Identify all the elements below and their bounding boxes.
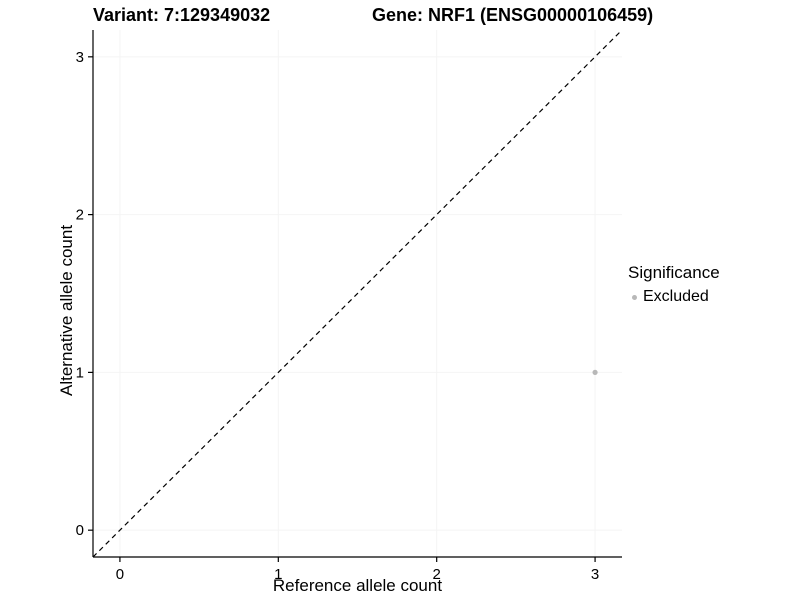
y-tick-label: 2: [76, 207, 84, 224]
x-tick-label: 0: [116, 566, 124, 583]
legend-entry-excluded: Excluded: [628, 288, 720, 306]
y-tick-label: 0: [76, 522, 84, 539]
legend-entry-label: Excluded: [643, 288, 709, 305]
data-point: [592, 369, 598, 375]
legend-point-icon: [632, 294, 637, 300]
legend: Significance Excluded: [628, 263, 720, 306]
y-tick-label: 3: [76, 49, 84, 66]
plot-title-gene: Gene: NRF1 (ENSG00000106459): [372, 5, 654, 25]
x-tick-label: 2: [433, 566, 441, 583]
y-tick-label: 1: [76, 364, 84, 381]
x-tick-label: 3: [591, 566, 599, 583]
plot-title-variant: Variant: 7:129349032: [93, 5, 271, 25]
identity-reference-line: [92, 29, 623, 558]
x-tick-label: 1: [274, 566, 282, 583]
legend-title: Significance: [628, 263, 720, 282]
y-axis-title: Alternative allele count: [57, 224, 76, 396]
x-axis-title: Reference allele count: [272, 576, 443, 595]
